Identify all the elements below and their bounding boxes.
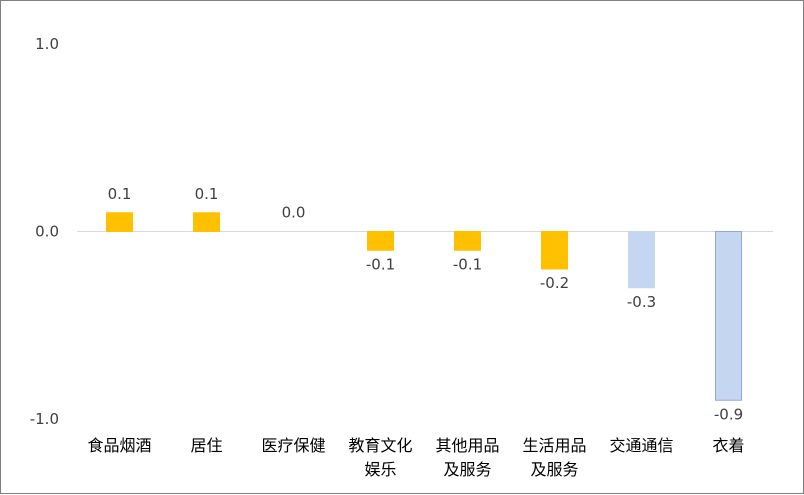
category-label: 居住 [190, 436, 222, 455]
y-axis: 1.0 0.0 -1.0 [30, 35, 59, 428]
bar [367, 231, 394, 251]
y-tick-label: -1.0 [30, 410, 59, 428]
category-label: 及服务 [530, 460, 578, 479]
bar [193, 212, 220, 232]
bar [628, 231, 655, 289]
bar [454, 231, 481, 251]
category-label: 及服务 [443, 460, 491, 479]
category-label: 医疗保健 [261, 436, 325, 455]
bar [106, 212, 133, 232]
data-label: -0.9 [714, 405, 743, 423]
category-label: 衣着 [712, 436, 744, 455]
data-labels: 0.1 0.1 0.0 -0.1 -0.1 -0.2 -0.3 -0.9 [108, 185, 744, 424]
data-label: -0.1 [453, 255, 482, 273]
bar [715, 231, 742, 401]
category-label: 交通通信 [609, 436, 673, 455]
y-tick-label: 0.0 [35, 223, 59, 241]
category-label: 生活用品 [522, 436, 586, 455]
category-label: 教育文化 [348, 436, 412, 455]
category-label: 食品烟酒 [87, 436, 151, 455]
data-label: 0.1 [195, 185, 219, 203]
bars [106, 212, 742, 401]
data-label: -0.2 [540, 274, 569, 292]
category-label: 娱乐 [364, 460, 396, 479]
data-label: -0.1 [366, 255, 395, 273]
data-label: 0.0 [282, 204, 306, 222]
category-label: 其他用品 [435, 436, 499, 455]
data-label: -0.3 [627, 293, 656, 311]
y-tick-label: 1.0 [35, 35, 59, 53]
data-label: 0.1 [108, 185, 132, 203]
bar [541, 231, 568, 270]
